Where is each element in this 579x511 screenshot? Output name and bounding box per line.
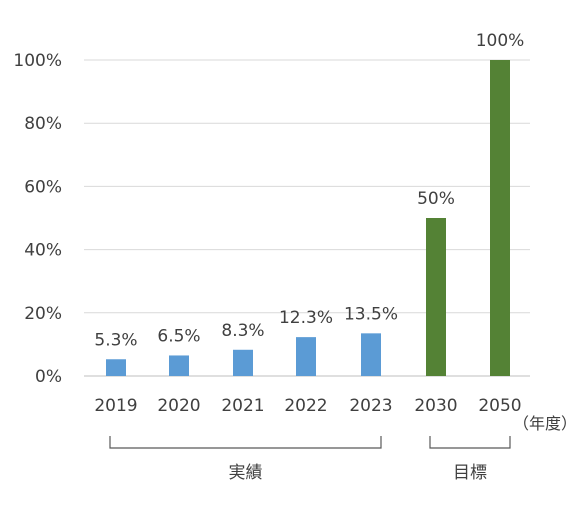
bar: [426, 218, 446, 376]
y-tick-label: 100%: [13, 51, 62, 71]
x-tick-label: 2030: [414, 396, 457, 416]
bar: [296, 337, 316, 376]
x-tick-label: 2021: [221, 396, 264, 416]
gridlines: [84, 59, 530, 377]
group-label: 目標: [453, 463, 487, 483]
bars: [106, 60, 510, 376]
y-axis-ticks: 0% 20% 40% 60% 80% 100%: [13, 51, 62, 387]
x-tick-label: 2050: [478, 396, 521, 416]
y-tick-label: 0%: [35, 367, 62, 387]
bar: [169, 355, 189, 376]
data-label: 50%: [417, 189, 455, 209]
group-bracket: [429, 436, 511, 449]
x-axis-ticks: 2019 2020 2021 2022 2023 2030 2050: [94, 396, 521, 416]
data-label: 8.3%: [221, 321, 264, 341]
y-tick-label: 60%: [24, 177, 62, 197]
x-tick-label: 2020: [157, 396, 200, 416]
y-tick-label: 20%: [24, 304, 62, 324]
bar: [106, 359, 126, 376]
x-tick-label: 2019: [94, 396, 137, 416]
data-label: 6.5%: [157, 326, 200, 346]
x-axis-unit-label: （年度）: [513, 414, 577, 433]
y-tick-label: 40%: [24, 241, 62, 261]
category-groups: 実績 目標: [109, 436, 511, 483]
data-label: 12.3%: [279, 308, 333, 328]
x-tick-label: 2022: [284, 396, 327, 416]
data-label: 5.3%: [94, 330, 137, 350]
bar: [361, 333, 381, 376]
x-tick-label: 2023: [349, 396, 392, 416]
data-label: 100%: [476, 31, 525, 51]
data-label: 13.5%: [344, 304, 398, 324]
bar: [233, 349, 253, 376]
group-label: 実績: [229, 463, 263, 483]
data-labels: 5.3% 6.5% 8.3% 12.3% 13.5% 50% 100%: [94, 31, 524, 350]
group-bracket: [109, 436, 382, 449]
y-tick-label: 80%: [24, 114, 62, 134]
bar: [490, 60, 510, 376]
